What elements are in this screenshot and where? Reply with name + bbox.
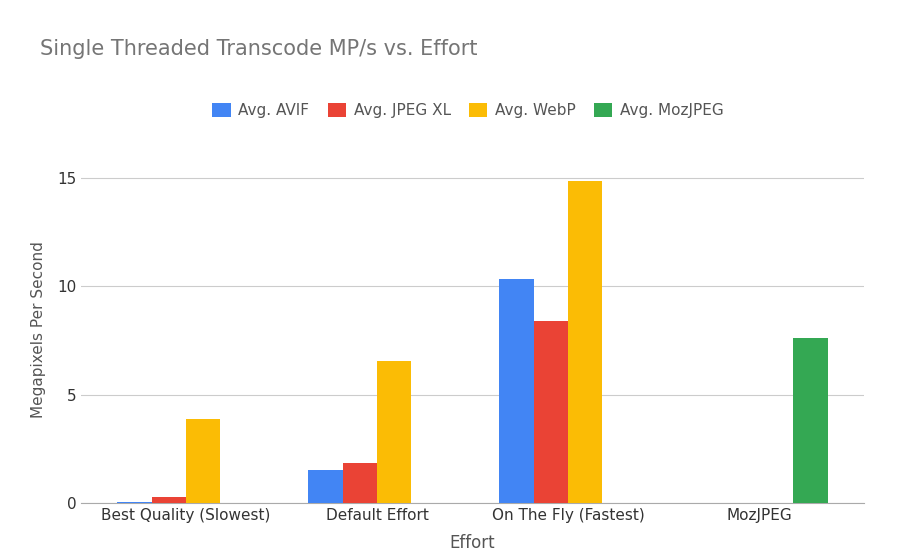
Bar bbox=[568, 182, 602, 503]
Bar bbox=[343, 463, 377, 503]
Bar bbox=[377, 361, 411, 503]
Legend: Avg. AVIF, Avg. JPEG XL, Avg. WebP, Avg. MozJPEG: Avg. AVIF, Avg. JPEG XL, Avg. WebP, Avg.… bbox=[206, 97, 730, 124]
Text: Single Threaded Transcode MP/s vs. Effort: Single Threaded Transcode MP/s vs. Effor… bbox=[40, 39, 478, 59]
Bar bbox=[309, 470, 343, 503]
Bar bbox=[117, 502, 152, 503]
Bar bbox=[534, 321, 568, 503]
Bar bbox=[500, 279, 534, 503]
Bar bbox=[186, 419, 220, 503]
X-axis label: Effort: Effort bbox=[450, 534, 495, 552]
Y-axis label: Megapixels Per Second: Megapixels Per Second bbox=[31, 241, 46, 418]
Bar bbox=[152, 496, 186, 503]
Bar bbox=[793, 339, 828, 503]
